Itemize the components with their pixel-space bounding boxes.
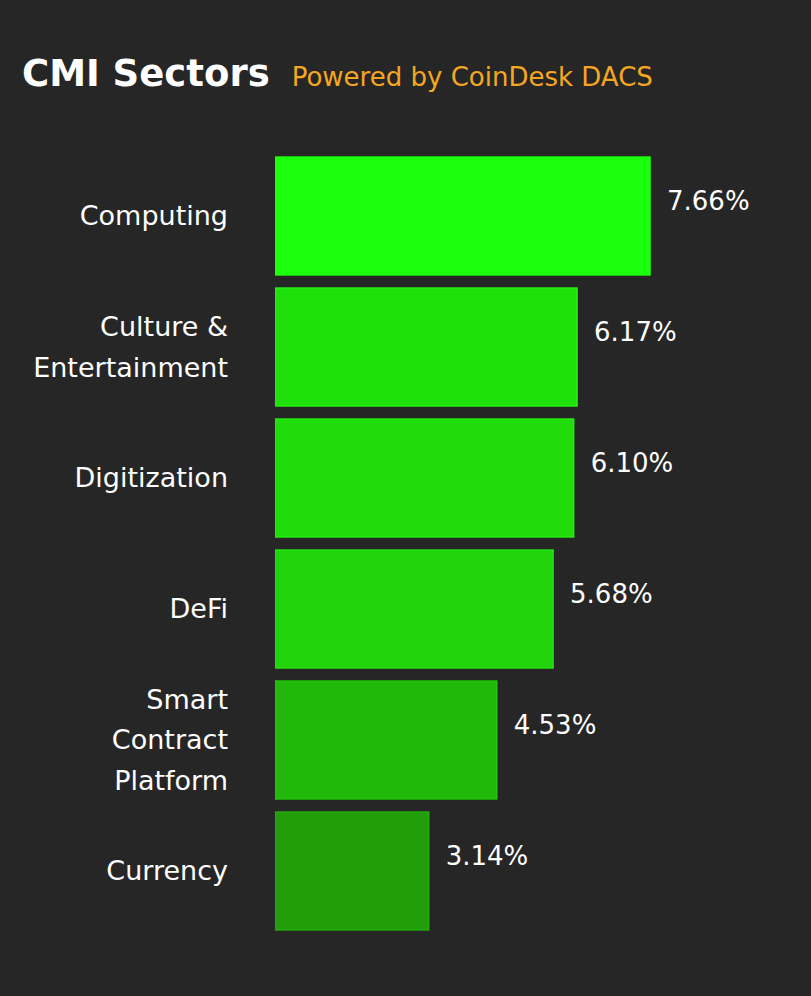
data-label: 7.66% (667, 186, 750, 216)
tick-label-line: DeFi (170, 593, 228, 624)
bar (275, 812, 429, 930)
bars (275, 157, 650, 930)
subtitle: Powered by CoinDesk DACS (292, 62, 653, 92)
bar (275, 419, 574, 537)
chart: CMI Sectors Powered by CoinDesk DACS 7.66%… (0, 0, 811, 996)
tick: Culture & Entertainment (33, 311, 228, 383)
data-labels: 7.66% 6.17% 6.10% 5.68% 4.53% 3.14% (446, 186, 750, 871)
data-label: 4.53% (514, 710, 597, 740)
tick-label: Currency (106, 855, 228, 886)
tick: Computing (80, 200, 228, 231)
data-label: 5.68% (570, 579, 653, 609)
bar (275, 157, 650, 275)
tick-label-line: Platform (114, 765, 228, 796)
data-label: 6.17% (594, 317, 677, 347)
bar (275, 550, 553, 668)
tick-label-line: Culture & (100, 311, 228, 342)
tick-label: Culture & Entertainment (33, 311, 228, 383)
tick-label-line: Smart (146, 684, 228, 715)
tick: Smart Contract Platform (112, 684, 228, 796)
tick-label-line: Computing (80, 200, 228, 231)
tick-label: Digitization (75, 462, 228, 493)
data-label: 6.10% (591, 448, 674, 478)
tick-label-line: Contract (112, 724, 228, 755)
tick-label: Smart Contract Platform (112, 684, 228, 796)
bar (275, 681, 497, 799)
y-axis: Computing Culture & Entertainment Digitizat… (33, 200, 228, 886)
background (0, 0, 811, 996)
title: CMI Sectors (22, 52, 270, 95)
bar (275, 288, 577, 406)
tick-label-line: Digitization (75, 462, 228, 493)
tick: Digitization (75, 462, 228, 493)
data-label: 3.14% (446, 841, 529, 871)
tick-label: Computing (80, 200, 228, 231)
tick-label-line: Entertainment (33, 352, 228, 383)
tick: Currency (106, 855, 228, 886)
tick-label: DeFi (170, 593, 228, 624)
tick-label-line: Currency (106, 855, 228, 886)
tick: DeFi (170, 593, 228, 624)
